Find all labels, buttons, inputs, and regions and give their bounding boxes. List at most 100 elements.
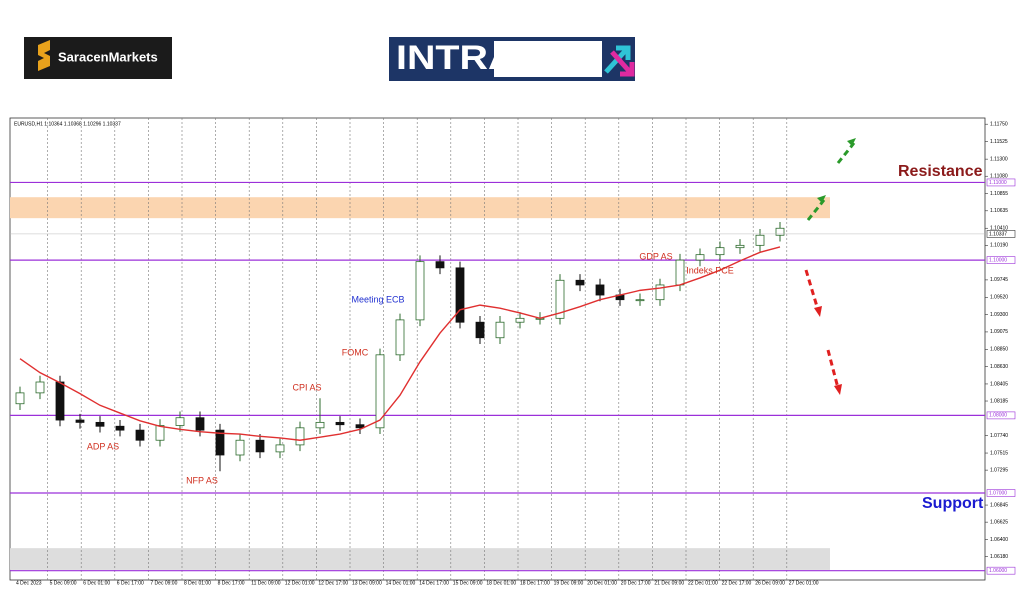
y-tick-label: 1.11300 — [990, 156, 1008, 162]
zone — [10, 548, 830, 570]
x-tick-label: 6 Dec 01:00 — [83, 580, 110, 586]
candle-body — [495, 321, 505, 339]
candle-body — [455, 267, 465, 323]
x-tick-label: 6 Dec 17:00 — [117, 580, 144, 586]
x-tick-label: 14 Dec 01:00 — [386, 580, 416, 586]
candle-body — [755, 234, 765, 246]
x-tick-label: 18 Dec 17:00 — [520, 580, 550, 586]
annotation: Meeting ECB — [351, 294, 404, 304]
level-label-box — [986, 489, 1016, 497]
x-tick-label: 22 Dec 01:00 — [688, 580, 718, 586]
y-tick-label: 1.11080 — [990, 174, 1008, 180]
x-tick-label: 11 Dec 09:00 — [251, 580, 281, 586]
candle-body — [155, 425, 165, 441]
y-tick-label: 1.06400 — [990, 537, 1008, 543]
level-label: 1.06000 — [989, 568, 1007, 574]
y-tick-label: 1.07295 — [990, 467, 1008, 473]
banner-arrow-up — [604, 45, 631, 74]
x-tick-label: 15 Dec 09:00 — [453, 580, 483, 586]
x-tick-label: 26 Dec 09:00 — [755, 580, 785, 586]
candle-body — [315, 421, 325, 429]
arrow-up — [836, 142, 856, 164]
arrows — [804, 138, 856, 395]
arrow-down — [826, 349, 840, 389]
candle-body — [195, 417, 205, 431]
candle-body — [715, 247, 725, 256]
level-label-box — [986, 411, 1016, 420]
candle-body — [695, 254, 705, 261]
candle-body — [735, 244, 745, 249]
annotation: FOMC — [342, 347, 369, 357]
candle-body — [335, 421, 345, 426]
x-tick-label: 12 Dec 17:00 — [318, 580, 348, 586]
banner-arrow-down — [610, 50, 635, 77]
candle-body — [515, 317, 525, 323]
y-tick-label: 1.06845 — [990, 502, 1008, 508]
brand: SaracenMarkets — [58, 49, 158, 64]
support-label: Support — [922, 495, 984, 512]
candle-body — [275, 444, 285, 453]
y-tick-label: 1.09520 — [990, 295, 1008, 301]
candle-body — [415, 261, 425, 321]
candle-body — [675, 259, 685, 286]
level-label: 1.11000 — [989, 180, 1007, 186]
x-tick-label: 21 Dec 09:00 — [654, 580, 684, 586]
arrow-up — [806, 199, 826, 221]
candle-body — [375, 354, 385, 429]
plot: 4 Dec 2023 5 Dec 09:00 6 Dec 01:00 6 Dec 17… — [10, 118, 1016, 586]
level-label: 1.07000 — [989, 490, 1007, 496]
candle-body — [215, 429, 225, 456]
candle-body — [15, 392, 25, 405]
arrow-head — [817, 195, 826, 203]
y-tick-label: 1.10855 — [990, 191, 1008, 197]
annotation: ADP AS — [87, 441, 119, 451]
candle-body — [235, 439, 245, 456]
y-tick-label: 1.11750 — [990, 122, 1008, 128]
arrow-head — [814, 306, 822, 317]
candle-body — [435, 261, 445, 269]
annotation: CPI AS — [292, 382, 321, 392]
y-tick-label: 1.07515 — [990, 450, 1008, 456]
chart-frame — [9, 117, 986, 581]
brand-icon — [38, 40, 50, 71]
y-tick-label: 1.11525 — [990, 139, 1008, 145]
x-tick-label: 22 Dec 17:00 — [722, 580, 752, 586]
y-tick-label: 1.10190 — [990, 243, 1008, 249]
candle-body — [475, 321, 485, 339]
annotation: Indeks PCE — [686, 265, 734, 275]
x-tick-label: 18 Dec 01:00 — [486, 580, 516, 586]
level-label-box — [986, 566, 1016, 575]
x-tick-label: 7 Dec 09:00 — [150, 580, 177, 586]
candle-body — [555, 279, 565, 319]
y-tick-label: 1.08185 — [990, 398, 1008, 404]
y-tick-label: 1.08630 — [990, 364, 1008, 370]
level-label: 1.10000 — [989, 257, 1007, 263]
x-tick-label: 5 Dec 09:00 — [50, 580, 77, 586]
banner-highlight — [494, 41, 602, 77]
candle-body — [115, 425, 125, 431]
arrow-head — [834, 384, 842, 395]
y-tick-label: 1.09745 — [990, 277, 1008, 283]
y-tick-label: 1.09300 — [990, 312, 1008, 318]
last-price-box — [986, 230, 1016, 238]
resistance-label: Resistance — [898, 163, 983, 180]
x-tick-label: 8 Dec 17:00 — [218, 580, 245, 586]
y-tick-label: 1.09075 — [990, 329, 1008, 335]
symbol-info: EURUSD,H1 1.10364 1.10368 1.10296 1.1033… — [14, 121, 121, 127]
arrow-down — [804, 269, 820, 311]
annotation: GDP AS — [639, 251, 672, 261]
level-label-box — [986, 178, 1016, 187]
candle-body — [775, 227, 785, 236]
level-label-box — [986, 256, 1016, 264]
candle-body — [175, 417, 185, 426]
y-tick-label: 1.10635 — [990, 208, 1008, 214]
moving-average — [19, 246, 781, 441]
x-tick-label: 4 Dec 2023 — [16, 580, 42, 586]
candle-body — [395, 319, 405, 356]
candle-body — [95, 421, 105, 427]
candle-body — [575, 279, 585, 286]
x-tick-label: 13 Dec 09:00 — [352, 580, 382, 586]
level-label: 1.08000 — [989, 413, 1007, 419]
candle-body — [55, 381, 65, 421]
